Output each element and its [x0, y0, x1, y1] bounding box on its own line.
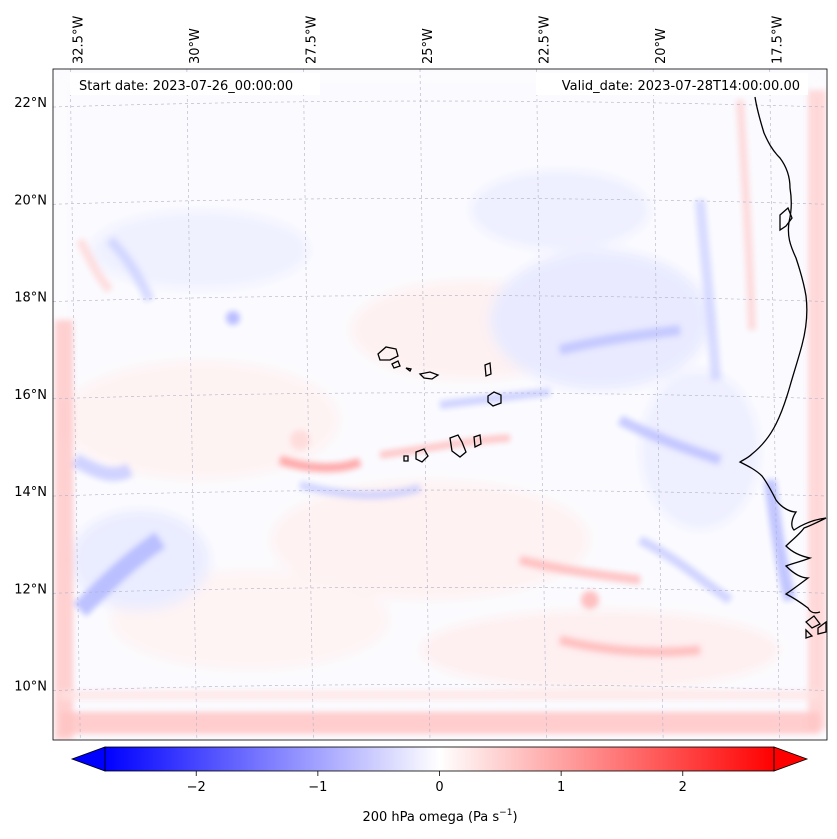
colorbar-extend-min — [70, 746, 106, 772]
latitude-tick-label: 20°N — [14, 193, 47, 208]
meridian-line — [769, 69, 781, 740]
valid-date-box — [536, 73, 808, 95]
longitude-tick-label: 20°W — [654, 28, 669, 64]
island-santiago — [449, 434, 467, 458]
longitude-tick-label: 17.5°W — [771, 16, 786, 64]
start-date-text: Start date: 2023-07-26_00:00:00 — [79, 79, 293, 94]
longitude-tick-label: 30°W — [188, 28, 203, 64]
island-sao-vicente — [391, 360, 401, 369]
parallel-line — [53, 489, 827, 497]
latitude-tick-label: 14°N — [14, 485, 47, 500]
parallel-line — [53, 684, 827, 691]
bijagos-islands — [805, 615, 827, 639]
meridian-line — [419, 69, 431, 740]
latitude-tick-label: 12°N — [14, 582, 47, 597]
longitude-tick-label: 32.5°W — [71, 16, 86, 64]
island-sal — [484, 362, 492, 377]
colorbar-tick-label: 2 — [679, 780, 687, 795]
map-panel: Start date: 2023-07-26_00:00:00 Valid_da… — [52, 68, 828, 741]
valid-date-text: Valid_date: 2023-07-28T14:00:00.00 — [562, 79, 800, 94]
africa-coastline-inlet — [779, 206, 793, 232]
colorbar-tick-label: 1 — [557, 780, 565, 795]
colorbar-label: 200 hPa omega (Pa s−1) — [362, 808, 517, 825]
parallel-line — [53, 100, 827, 108]
parallel-line — [53, 586, 827, 594]
latitude-labels: 22°N 20°N 18°N 16°N 14°N 12°N 10°N — [14, 96, 47, 694]
parallel-line — [53, 295, 827, 302]
island-brava — [403, 455, 409, 462]
gridlines — [53, 69, 827, 740]
island-sao-nicolau — [418, 371, 440, 380]
colorbar-tick-label: 0 — [435, 780, 443, 795]
island-santa-luzia — [405, 367, 412, 372]
meridian-line — [536, 69, 547, 740]
colorbar-ticks: −2 −1 0 1 2 — [187, 771, 687, 795]
latitude-tick-label: 10°N — [14, 680, 47, 695]
colorbar-tick-label: −1 — [308, 780, 327, 795]
latitude-tick-label: 18°N — [14, 291, 47, 306]
colorbar-tick-label: −2 — [187, 780, 206, 795]
longitude-tick-label: 25°W — [421, 28, 436, 64]
island-boa-vista — [487, 391, 502, 407]
start-date-box — [70, 73, 320, 95]
map-frame — [52, 68, 828, 741]
meridian-line — [303, 69, 314, 740]
latitude-tick-label: 16°N — [14, 388, 47, 403]
longitude-labels: 32.5°W 30°W 27.5°W 25°W 22.5°W 20°W 17.5°W — [71, 16, 785, 64]
coastlines — [377, 96, 827, 639]
parallel-line — [53, 197, 827, 205]
meridian-line — [70, 69, 81, 740]
island-fogo — [415, 448, 429, 463]
island-maio — [473, 434, 482, 449]
longitude-tick-label: 27.5°W — [304, 16, 319, 64]
meridian-line — [186, 69, 198, 740]
colorbar-extend-max — [773, 746, 809, 772]
longitude-tick-label: 22.5°W — [538, 16, 553, 64]
parallel-line — [53, 392, 827, 400]
latitude-tick-label: 22°N — [14, 96, 47, 111]
island-santo-antao — [377, 346, 399, 361]
meridian-line — [652, 69, 664, 740]
colorbar-gradient — [105, 747, 774, 771]
omega-field — [53, 69, 827, 740]
colorbar: −2 −1 0 1 2 200 hPa omega (Pa s−1) — [70, 746, 809, 825]
